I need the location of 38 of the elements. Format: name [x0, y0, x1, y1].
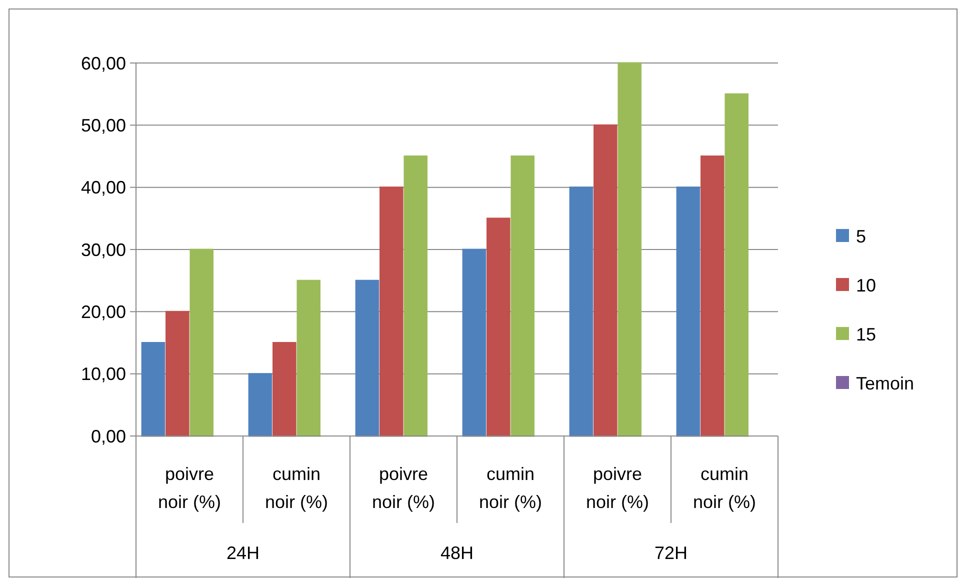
text: 72H [654, 543, 688, 563]
y-tick-label: 30,00 [80, 240, 126, 260]
bar [248, 373, 272, 437]
y-tick-label: 50,00 [80, 115, 126, 136]
bar [700, 156, 724, 437]
bar [166, 310, 190, 437]
text: 24H [226, 543, 260, 563]
legend-label: 5 [856, 226, 866, 246]
bar [190, 248, 214, 437]
bar [462, 248, 486, 437]
y-tick-label: 20,00 [80, 302, 126, 322]
x-tick-label: poivre noir (%) [372, 464, 436, 512]
bar [355, 280, 380, 437]
bar [510, 156, 534, 437]
y-tick-label: 0,00 [90, 426, 126, 446]
bar [618, 62, 642, 437]
y-tick-label: 10,00 [80, 364, 126, 384]
bar [380, 186, 404, 437]
bar [724, 93, 748, 437]
legend-label: 10 [856, 275, 876, 296]
legend-label: 15 [856, 324, 876, 344]
x-tick-label: cumin noir (%) [264, 464, 328, 512]
y-tick-label: 40,00 [80, 178, 126, 198]
bar [272, 342, 296, 437]
bar [404, 156, 428, 437]
bar [569, 186, 594, 437]
bar [141, 342, 166, 437]
x-tick-label: poivre noir (%) [586, 464, 650, 512]
x-tick-label: poivre noir (%) [158, 464, 222, 512]
bar [676, 186, 700, 437]
text: 48H [440, 543, 474, 563]
x-tick-label: cumin noir (%) [692, 464, 756, 512]
legend-label: Temoin [856, 373, 914, 394]
y-tick-label: 60,00 [80, 53, 126, 74]
x-tick-label: cumin noir (%) [478, 464, 542, 512]
bar [296, 280, 320, 437]
bar [594, 124, 618, 437]
bar [486, 218, 510, 437]
